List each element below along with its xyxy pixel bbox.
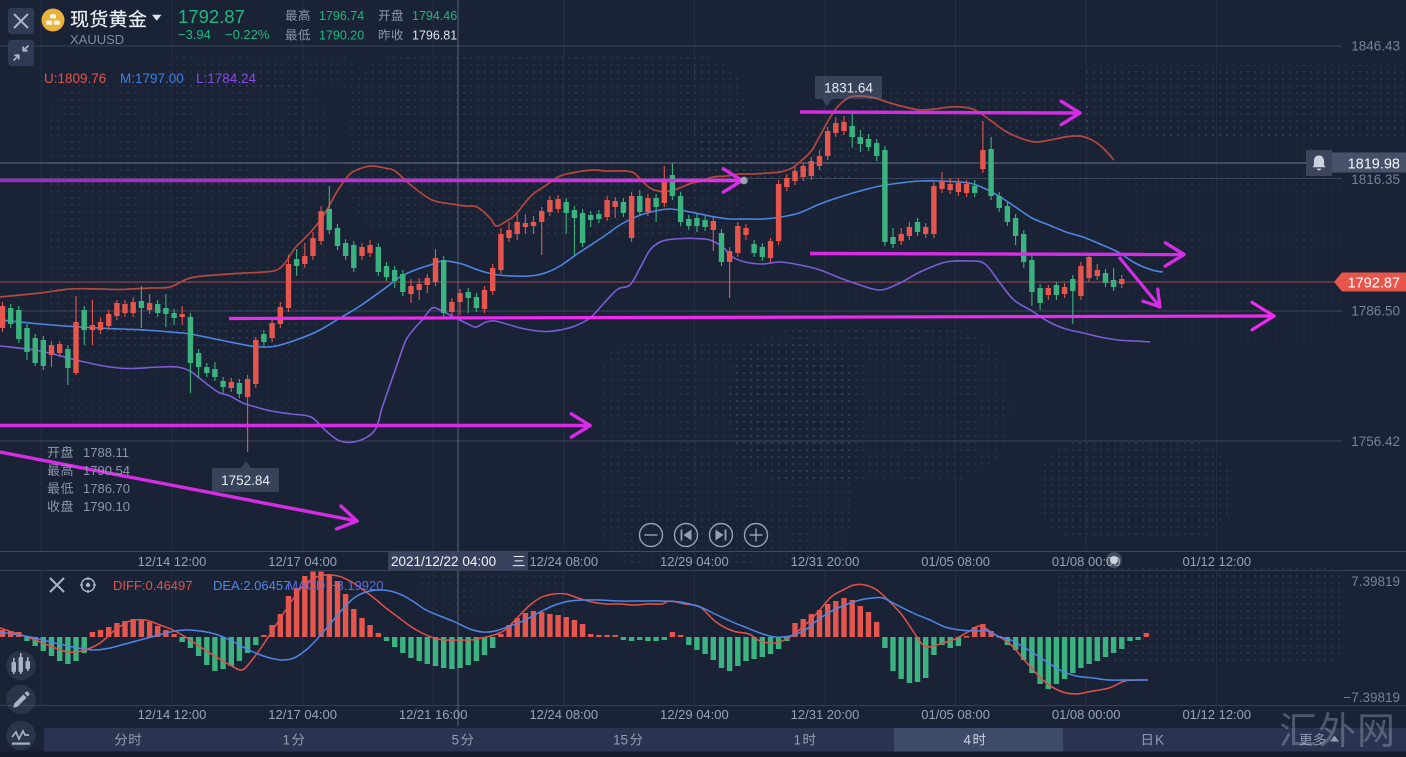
svg-text:12/29 04:00: 12/29 04:00 [660, 707, 729, 722]
svg-text:1786.50: 1786.50 [1351, 304, 1400, 319]
svg-text:1796.74: 1796.74 [319, 9, 364, 23]
svg-text:15: 15 [613, 733, 628, 748]
svg-text:1790.20: 1790.20 [319, 29, 364, 43]
svg-text:1: 1 [282, 733, 290, 748]
svg-text:12/17 04:00: 12/17 04:00 [268, 707, 337, 722]
svg-text:1788.11: 1788.11 [83, 445, 129, 460]
svg-text:5: 5 [451, 733, 459, 748]
svg-text:U:1809.76: U:1809.76 [44, 71, 106, 86]
svg-text:01/05 08:00: 01/05 08:00 [921, 554, 990, 569]
svg-text:1846.43: 1846.43 [1351, 39, 1400, 54]
svg-text:12/31 20:00: 12/31 20:00 [791, 554, 860, 569]
svg-text:L:1784.24: L:1784.24 [196, 71, 257, 86]
svg-text:12/14 12:00: 12/14 12:00 [138, 707, 207, 722]
svg-text:01/12 12:00: 01/12 12:00 [1182, 707, 1251, 722]
svg-text:2021/12/22 04:00: 2021/12/22 04:00 [391, 554, 496, 569]
svg-text:12/17 04:00: 12/17 04:00 [268, 554, 337, 569]
svg-text:XAUUSD: XAUUSD [70, 32, 124, 47]
svg-text:1819.98: 1819.98 [1348, 157, 1400, 173]
svg-text:1792.87: 1792.87 [178, 6, 245, 27]
svg-text:K: K [1155, 733, 1164, 748]
svg-text:1790.10: 1790.10 [83, 499, 130, 514]
svg-text:1790.54: 1790.54 [83, 463, 130, 478]
svg-text:1792.87: 1792.87 [1348, 276, 1400, 292]
svg-text:1756.42: 1756.42 [1351, 434, 1400, 449]
svg-text:12/29 04:00: 12/29 04:00 [660, 554, 729, 569]
svg-text:−0.22%: −0.22% [225, 27, 270, 42]
svg-text:12/21 16:00: 12/21 16:00 [399, 707, 468, 722]
svg-text:1831.64: 1831.64 [824, 81, 873, 96]
svg-text:1796.81: 1796.81 [412, 29, 457, 43]
svg-text:1794.46: 1794.46 [412, 9, 457, 23]
svg-text:01/12 12:00: 01/12 12:00 [1182, 554, 1251, 569]
svg-text:DEA:2.06457: DEA:2.06457 [213, 578, 290, 593]
svg-text:MACD:−3.19920: MACD:−3.19920 [287, 578, 383, 593]
svg-text:01/08 00:00: 01/08 00:00 [1052, 554, 1121, 569]
svg-text:12/24 08:00: 12/24 08:00 [529, 707, 598, 722]
svg-text:1816.35: 1816.35 [1351, 172, 1400, 187]
svg-text:12/14 12:00: 12/14 12:00 [138, 554, 207, 569]
svg-text:12/31 20:00: 12/31 20:00 [791, 707, 860, 722]
svg-text:−7.39819: −7.39819 [1343, 690, 1400, 705]
svg-text:7.39819: 7.39819 [1351, 574, 1400, 589]
svg-text:01/05 08:00: 01/05 08:00 [921, 707, 990, 722]
svg-text:12/24 08:00: 12/24 08:00 [529, 554, 598, 569]
svg-text:1: 1 [793, 733, 801, 748]
svg-text:01/08 00:00: 01/08 00:00 [1052, 707, 1121, 722]
svg-text:DIFF:0.46497: DIFF:0.46497 [113, 578, 193, 593]
svg-text:−3.94: −3.94 [178, 27, 211, 42]
svg-text:M:1797.00: M:1797.00 [120, 71, 184, 86]
svg-text:4: 4 [963, 733, 971, 748]
svg-text:1752.84: 1752.84 [221, 473, 270, 488]
svg-text:1786.70: 1786.70 [83, 481, 130, 496]
